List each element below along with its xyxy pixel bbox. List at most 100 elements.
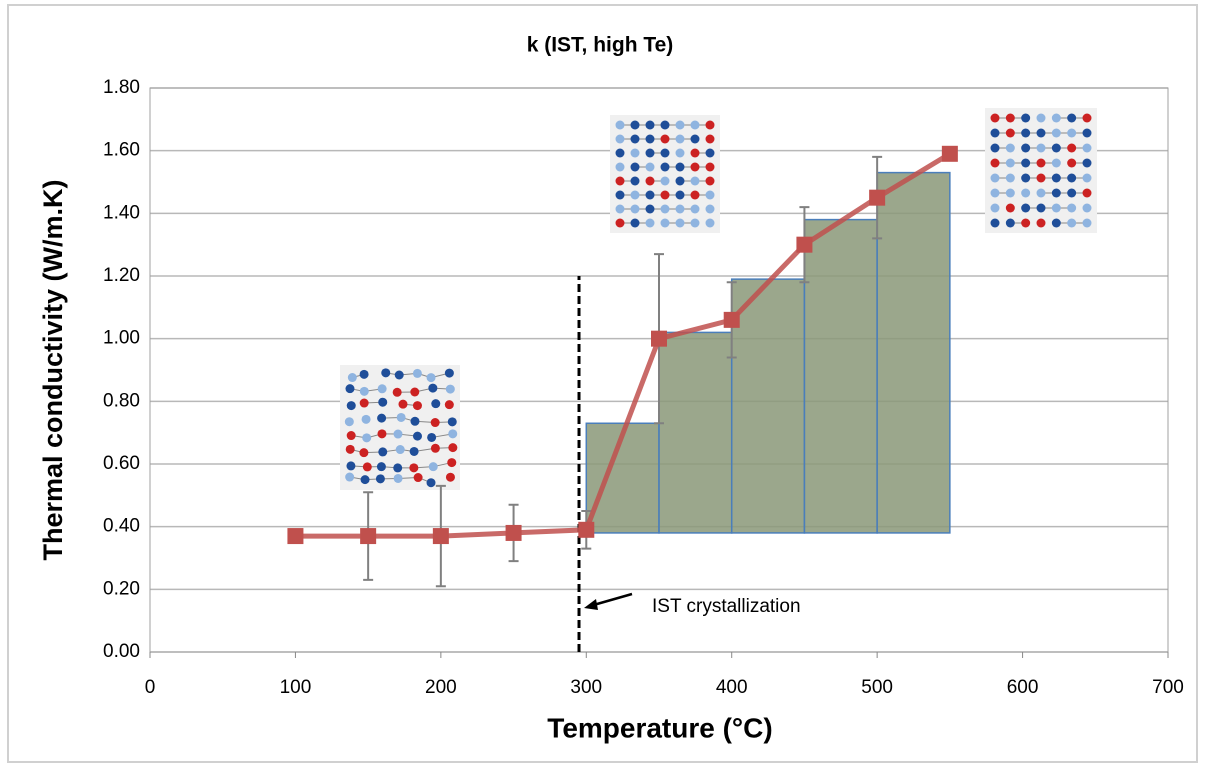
atom [361,414,371,424]
atom [1067,113,1077,123]
atom [1021,143,1031,153]
atom [1005,113,1015,123]
atom [645,148,655,158]
marker [723,311,740,328]
atom [412,401,422,411]
atom [1021,158,1031,168]
atom [705,162,715,172]
atom [1036,158,1046,168]
atom [990,113,1000,123]
structure-image [985,108,1097,233]
atom [1067,173,1077,183]
atom [615,204,625,214]
atom [1051,218,1061,228]
atom [645,162,655,172]
atom [377,429,387,439]
atom [345,472,355,482]
atom [378,447,388,457]
atom [705,176,715,186]
atom [1036,218,1046,228]
atom [1067,188,1077,198]
atom [690,120,700,130]
atom [1082,158,1092,168]
atom [675,120,685,130]
series-line [295,151,952,539]
marker [360,528,377,545]
atom [345,444,355,454]
x-tick-label: 400 [716,677,748,698]
chart-title: k (IST, high Te) [527,34,674,57]
step-bar [876,171,951,534]
atom [1036,173,1046,183]
structure-background [985,108,1097,233]
atom [1021,218,1031,228]
atom [1036,113,1046,123]
atom [630,190,640,200]
atom [412,431,422,441]
atom [413,473,423,483]
atom [690,134,700,144]
atom [645,120,655,130]
atom [675,218,685,228]
atom [615,134,625,144]
step-bar [730,278,806,534]
atom [362,462,372,472]
atom [675,204,685,214]
atom [409,463,419,473]
atom [630,134,640,144]
annotation: IST crystallization [652,596,801,617]
atom [705,190,715,200]
atom [615,148,625,158]
atom [362,433,372,443]
structure-image [340,365,460,490]
x-tick-label: 700 [1152,677,1184,698]
atom [359,448,369,458]
atom [1021,128,1031,138]
marker [432,528,449,545]
atom [705,148,715,158]
atom [430,443,440,453]
atom [346,461,356,471]
atom [428,462,438,472]
atom [705,218,715,228]
x-tick-label: 600 [1007,677,1039,698]
atom [705,120,715,130]
atom [1005,173,1015,183]
atom [444,400,454,410]
atom [426,478,436,488]
x-tick-label: 300 [570,677,602,698]
atom [1021,203,1031,213]
atom [395,445,405,455]
atom [1036,128,1046,138]
atom [1036,203,1046,213]
y-axis-label: Thermal conductivity (W/m.K) [38,179,68,560]
annotation-arrow [589,592,633,608]
atom [645,204,655,214]
atom [409,446,419,456]
atom [645,190,655,200]
atom [1082,203,1092,213]
atom [615,120,625,130]
step-bar [803,218,878,534]
atom [1051,203,1061,213]
atom [448,443,458,453]
plot-frame [149,87,1169,653]
atom [346,431,356,441]
atom [1067,158,1077,168]
atom [393,463,403,473]
atom [1021,113,1031,123]
atom [1005,128,1015,138]
atom [346,401,356,411]
atom [645,176,655,186]
x-tick-label: 500 [861,677,893,698]
atom [675,190,685,200]
atom [359,386,369,396]
y-tick-label: 1.60 [103,140,140,161]
atom [1082,173,1092,183]
atom [359,369,369,379]
atom [645,134,655,144]
atom [360,475,370,485]
atom [990,173,1000,183]
atom [660,190,670,200]
